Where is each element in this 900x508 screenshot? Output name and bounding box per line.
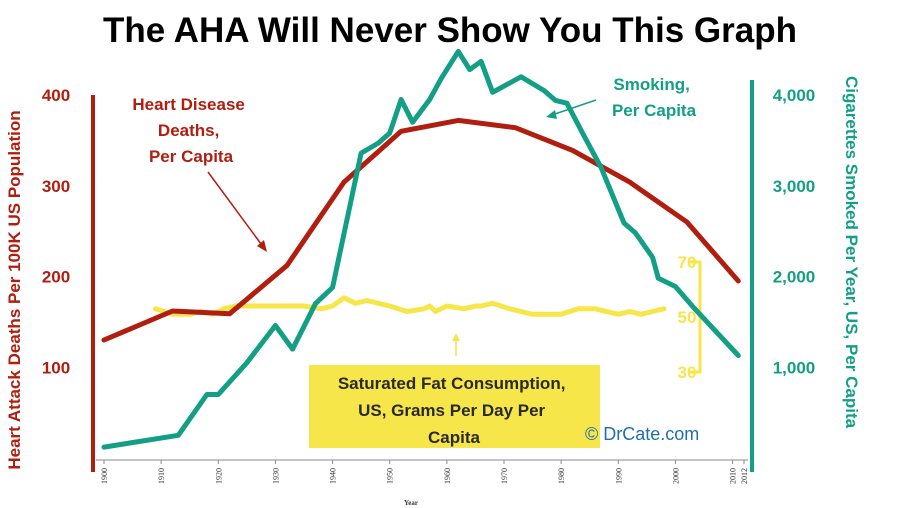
x-axis-ticks: 1900 1910 1920 1930 1940 1950 1960 1970 1980 1990… xyxy=(100,460,749,484)
smoking-arrow-head xyxy=(546,110,557,119)
heart-series-label: Heart Disease Deaths, Per Capita xyxy=(132,95,249,166)
x-tick-label: 1960 xyxy=(443,468,452,484)
smoking-series-line xyxy=(101,48,741,450)
x-tick-label: 1940 xyxy=(329,468,338,484)
x-tick-label: 2000 xyxy=(671,468,680,484)
heart-label-line: Deaths, xyxy=(158,121,219,140)
fat-label-line: Saturated Fat Consumption, xyxy=(338,374,566,393)
fat-series-label: Saturated Fat Consumption, US, Grams Per… xyxy=(338,374,570,447)
series-layer xyxy=(101,48,741,450)
chart-title: The AHA Will Never Show You This Graph xyxy=(103,11,797,50)
x-tick-label: 1900 xyxy=(100,468,109,484)
x-tick-label: 1930 xyxy=(271,468,280,484)
heart-label-line: Per Capita xyxy=(149,147,234,166)
x-tick-label: 1920 xyxy=(214,468,223,484)
left-tick-label: 300 xyxy=(42,177,70,196)
right-tick-label: 2,000 xyxy=(773,268,816,287)
fat-series-line xyxy=(152,295,667,317)
left-axis-title: Heart Attack Deaths Per 100K US Populati… xyxy=(5,110,24,469)
x-tick-label: 2012 xyxy=(740,468,749,484)
left-tick-label: 400 xyxy=(42,86,70,105)
fat-arrow-head xyxy=(452,333,460,341)
smoking-label-line: Per Capita xyxy=(612,101,697,120)
heart-series-line xyxy=(101,117,741,343)
x-tick-label: 1970 xyxy=(500,468,509,484)
fat-tick-label: 30 xyxy=(678,363,697,382)
x-axis-title: Year xyxy=(404,499,418,507)
fat-tick-label: 50 xyxy=(678,308,697,327)
right-tick-label: 4,000 xyxy=(773,86,816,105)
x-tick-label: 1980 xyxy=(557,468,566,484)
smoking-series-label: Smoking, Per Capita xyxy=(612,75,697,120)
left-tick-label: 200 xyxy=(42,268,70,287)
heart-label-arrow xyxy=(207,171,265,249)
smoking-label-line: Smoking, xyxy=(613,75,690,94)
x-tick-label: 1910 xyxy=(157,468,166,484)
right-tick-label: 3,000 xyxy=(773,177,816,196)
right-axis-ticks: 1,000 2,000 3,000 4,000 xyxy=(773,86,816,377)
fat-label-line: US, Grams Per Day Per xyxy=(358,401,545,420)
x-tick-label: 1990 xyxy=(614,468,623,484)
heart-label-line: Heart Disease xyxy=(132,95,244,114)
x-tick-label: 1950 xyxy=(386,468,395,484)
fat-axis-ticks: 70 50 30 xyxy=(678,253,697,382)
fat-tick-label: 70 xyxy=(678,253,697,272)
x-tick-label: 2010 xyxy=(729,468,738,484)
smoking-label-arrow xyxy=(551,99,597,116)
fat-label-box xyxy=(309,365,600,448)
fat-label-line: Capita xyxy=(428,428,481,447)
left-tick-label: 100 xyxy=(42,358,70,377)
credit-text: © DrCate.com xyxy=(585,424,699,444)
heart-arrow-head xyxy=(257,240,267,252)
left-axis-ticks: 100 200 300 400 xyxy=(42,86,70,377)
right-axis-title: Cigarettes Smoked Per Year, US, Per Capi… xyxy=(842,76,861,429)
right-tick-label: 1,000 xyxy=(773,358,816,377)
